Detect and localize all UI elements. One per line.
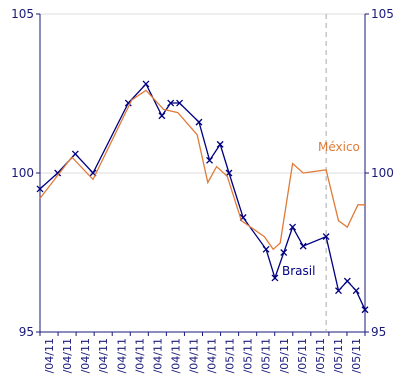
- x-tick-label: /04/11: [61, 338, 74, 373]
- y-tick-label-right: 105: [371, 7, 394, 21]
- x-tick-label: /04/11: [133, 338, 146, 373]
- x-tick-label: /05/11: [278, 338, 291, 373]
- data-point-marker: [71, 150, 79, 158]
- data-point-marker: [262, 245, 270, 253]
- data-point-marker: [158, 112, 166, 120]
- y-tick-label-right: 95: [371, 325, 386, 339]
- x-tick-label: /05/11: [242, 338, 255, 373]
- data-point-marker: [299, 242, 307, 250]
- series-label-mexico: México: [318, 140, 360, 154]
- x-tick-label: /05/11: [296, 338, 309, 373]
- gridlines: [40, 13, 365, 174]
- data-point-marker: [225, 169, 233, 177]
- data-point-marker: [36, 185, 44, 193]
- data-point-marker: [54, 169, 62, 177]
- y-tick-label-right: 100: [371, 166, 394, 180]
- data-point-marker: [343, 277, 351, 285]
- data-point-marker: [352, 287, 360, 295]
- series-group: [36, 80, 369, 314]
- series-line-brasil: [39, 82, 366, 310]
- data-point-marker: [322, 233, 330, 241]
- data-point-marker: [124, 99, 132, 107]
- x-tick-label: /05/11: [350, 338, 363, 373]
- x-tick-label: /05/11: [332, 338, 345, 373]
- x-ticks: /04/11/04/11/04/11/04/11/04/11/04/11/04/…: [39, 332, 366, 373]
- y-tick-label-left: 100: [11, 166, 34, 180]
- x-tick-label: /05/11: [314, 338, 327, 373]
- x-tick-label: /04/11: [79, 338, 92, 373]
- data-point-marker: [195, 118, 203, 126]
- data-point-marker: [216, 140, 224, 148]
- data-point-marker: [271, 274, 279, 282]
- series-label-brasil: Brasil: [282, 264, 315, 278]
- data-point-marker: [335, 287, 342, 295]
- series-line-mexico: [39, 89, 365, 251]
- y-ticks: 95 100 105 95 100 105: [11, 7, 394, 339]
- data-point-marker: [289, 223, 297, 231]
- x-tick-label: /05/11: [260, 338, 273, 373]
- x-tick-label: /04/11: [43, 338, 56, 373]
- x-tick-label: /04/11: [115, 338, 128, 373]
- x-tick-label: /04/11: [97, 338, 110, 373]
- data-point-marker: [176, 99, 183, 107]
- y-tick-label-left: 105: [11, 7, 34, 21]
- x-tick-label: /04/11: [151, 338, 164, 373]
- data-point-marker: [206, 156, 214, 164]
- x-tick-label: /04/11: [169, 338, 182, 373]
- data-point-marker: [142, 80, 150, 88]
- data-point-marker: [280, 249, 288, 256]
- x-tick-label: /05/11: [224, 338, 237, 373]
- data-point-marker: [167, 99, 175, 107]
- x-tick-label: /04/11: [206, 338, 219, 373]
- x-tick-label: /04/11: [187, 338, 200, 373]
- y-tick-label-left: 95: [19, 325, 34, 339]
- data-point-marker: [361, 306, 369, 314]
